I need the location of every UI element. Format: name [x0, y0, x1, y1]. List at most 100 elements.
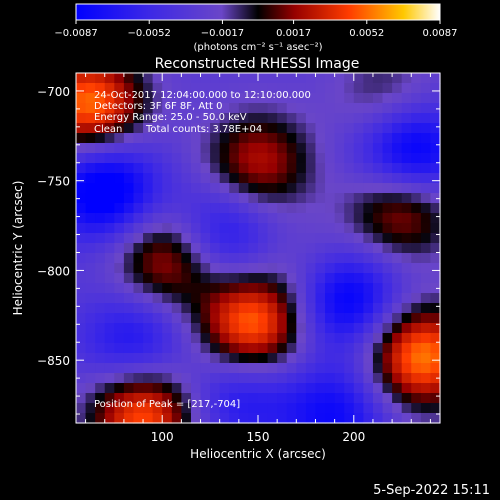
heatmap-cell: [133, 273, 144, 284]
heatmap-cell: [210, 353, 221, 364]
heatmap-cell: [392, 83, 403, 94]
heatmap-cell: [152, 93, 163, 104]
heatmap-cell: [258, 223, 269, 234]
heatmap-cell: [286, 383, 297, 394]
heatmap-cell: [95, 153, 106, 164]
heatmap-cell: [430, 283, 441, 294]
heatmap-cell: [104, 133, 115, 144]
heatmap-cell: [76, 413, 87, 424]
heatmap-cell: [267, 323, 278, 334]
heatmap-cell: [210, 373, 221, 384]
heatmap-cell: [382, 223, 393, 234]
heatmap-cell: [143, 263, 154, 274]
heatmap-cell: [411, 163, 422, 174]
heatmap-cell: [114, 163, 125, 174]
heatmap-cell: [296, 133, 307, 144]
colorbar-tick-label: 0.0017: [276, 28, 311, 39]
heatmap-cell: [401, 213, 412, 224]
heatmap-cell: [344, 273, 355, 284]
heatmap-cell: [248, 163, 259, 174]
heatmap-cell: [152, 243, 163, 254]
heatmap-cell: [382, 303, 393, 314]
heatmap-cell: [430, 313, 441, 324]
heatmap-cell: [430, 223, 441, 234]
heatmap-cell: [258, 183, 269, 194]
heatmap-cell: [363, 213, 374, 224]
heatmap-cell: [372, 413, 384, 424]
heatmap-cell: [143, 193, 154, 204]
heatmap-cell: [76, 73, 87, 84]
heatmap-cell: [420, 243, 432, 254]
heatmap-cell: [85, 253, 96, 264]
heatmap-cell: [76, 253, 87, 264]
heatmap-cell: [152, 263, 163, 274]
heatmap-cell: [372, 283, 384, 294]
heatmap-cell: [392, 263, 403, 274]
heatmap-cell: [248, 263, 259, 274]
heatmap-cell: [85, 123, 96, 134]
heatmap-cell: [133, 83, 144, 94]
heatmap-cell: [411, 363, 422, 374]
heatmap-cell: [267, 363, 278, 374]
heatmap-cell: [286, 273, 297, 284]
heatmap-cell: [334, 93, 345, 104]
heatmap-cell: [76, 163, 87, 174]
heatmap-cell: [171, 403, 182, 414]
heatmap-cell: [238, 263, 250, 274]
heatmap-cell: [219, 113, 230, 124]
heatmap-cell: [382, 273, 393, 284]
heatmap-cell: [85, 293, 96, 304]
heatmap-cell: [267, 103, 278, 114]
heatmap-cell: [143, 93, 154, 104]
heatmap-cell: [200, 283, 211, 294]
heatmap-cell: [277, 273, 288, 284]
x-axis-ticks: 100 150 200: [85, 73, 431, 444]
heatmap-cell: [76, 333, 87, 344]
heatmap-cell: [114, 103, 125, 114]
heatmap-cell: [85, 333, 96, 344]
heatmap-cell: [315, 323, 326, 334]
colorbar-tick-label: −0.0087: [54, 28, 97, 39]
heatmap-cell: [334, 153, 345, 164]
heatmap-cell: [85, 73, 96, 84]
heatmap-cell: [104, 113, 115, 124]
heatmap-cell: [210, 83, 221, 94]
heatmap-cell: [162, 273, 173, 284]
heatmap-cell: [277, 133, 288, 144]
heatmap-cell: [353, 323, 364, 334]
heatmap-cell: [353, 83, 364, 94]
heatmap-cell: [171, 223, 182, 234]
heatmap-cell: [162, 123, 173, 134]
heatmap-cell: [305, 383, 317, 394]
heatmap-cell: [401, 263, 412, 274]
heatmap-cell: [372, 263, 384, 274]
heatmap-cell: [200, 103, 211, 114]
heatmap-cell: [229, 203, 240, 214]
heatmap-cell: [267, 313, 278, 324]
heatmap-cell: [200, 293, 211, 304]
heatmap-cell: [210, 113, 221, 124]
heatmap-cell: [104, 283, 115, 294]
heatmap-cell: [248, 293, 259, 304]
heatmap-cell: [382, 143, 393, 154]
heatmap-cell: [229, 333, 240, 344]
heatmap-cell: [305, 293, 317, 304]
heatmap-cell: [200, 253, 211, 264]
heatmap-cell: [411, 103, 422, 114]
heatmap-cell: [181, 133, 192, 144]
heatmap-cell: [411, 253, 422, 264]
heatmap-cell: [229, 383, 240, 394]
heatmap-cell: [162, 323, 173, 334]
heatmap-cell: [76, 393, 87, 404]
heatmap-cell: [392, 333, 403, 344]
heatmap-cell: [95, 203, 106, 214]
heatmap-cell: [143, 213, 154, 224]
heatmap-cell: [162, 153, 173, 164]
heatmap-cell: [190, 143, 202, 154]
heatmap-cell: [325, 353, 336, 364]
heatmap-cell: [238, 103, 250, 114]
colorbar-ticks: −0.0087 −0.0052 −0.0017 0.0017 0.0052 0.0087: [54, 20, 458, 39]
heatmap-cell: [392, 343, 403, 354]
heatmap-cell: [277, 263, 288, 274]
heatmap-cell: [305, 163, 317, 174]
